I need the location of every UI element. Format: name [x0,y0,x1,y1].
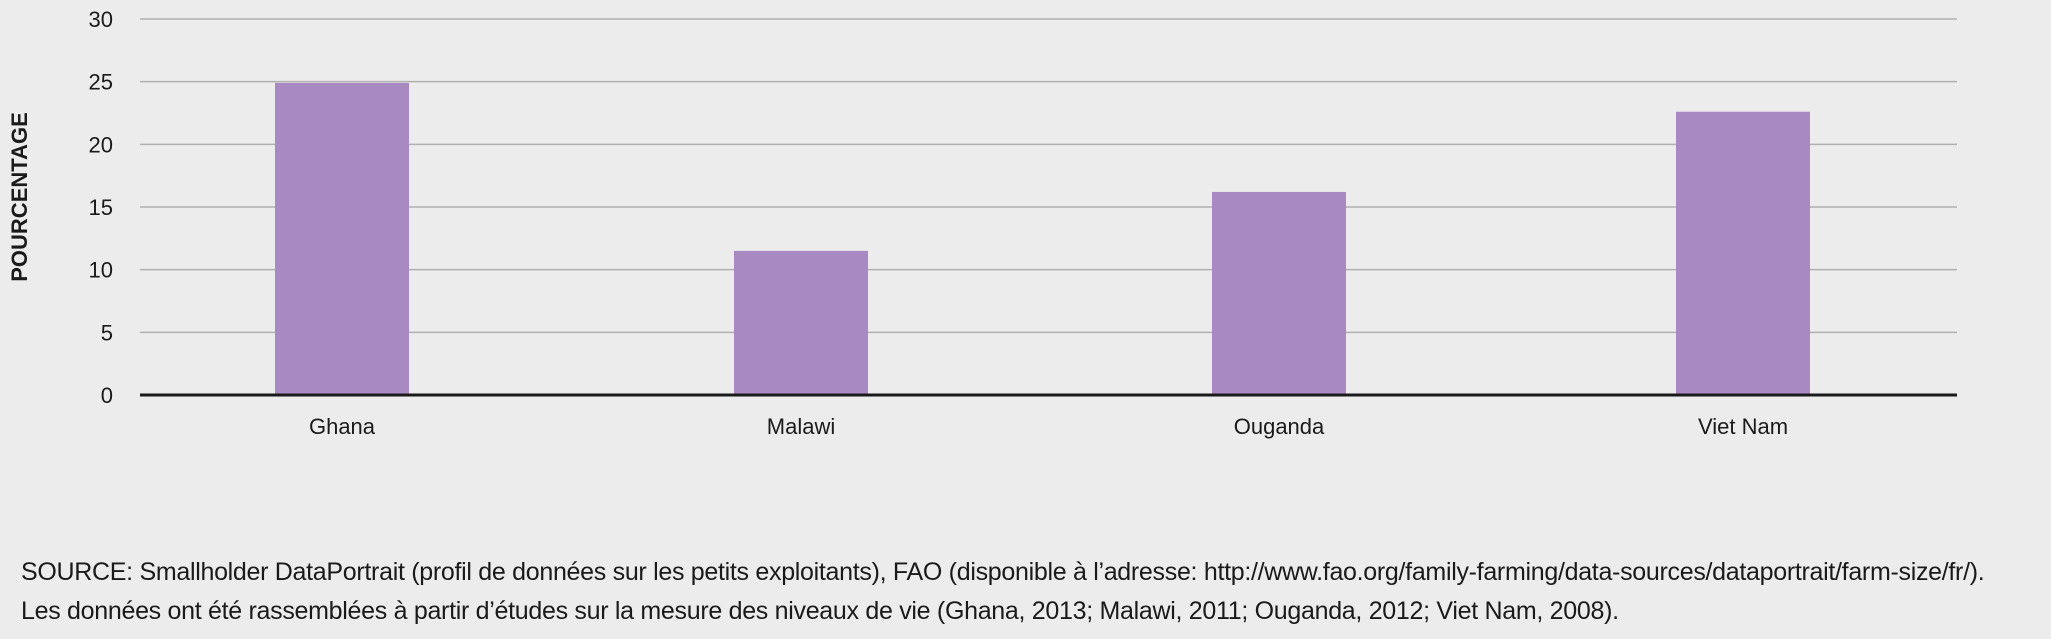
x-tick-label: Ouganda [1234,414,1325,439]
x-tick-label: Malawi [767,414,835,439]
x-tick-label: Ghana [309,414,376,439]
y-tick-label: 0 [101,383,113,408]
y-axis-title: POURCENTAGE [7,112,32,282]
y-tick-label: 5 [101,320,113,345]
y-tick-labels: 0 5 10 15 20 25 30 [89,7,113,408]
bar-ghana [275,82,409,396]
bar-ouganda [1212,191,1346,395]
x-tick-label: Viet Nam [1698,414,1788,439]
y-tick-label: 15 [89,195,113,220]
source-line-2: Les données ont été rassemblées à partir… [21,597,1619,625]
gridlines [140,18,1957,334]
bars [275,82,1810,396]
bar-malawi [734,250,868,395]
source-line-1: SOURCE: Smallholder DataPortrait (profil… [21,558,1985,586]
y-tick-label: 10 [89,258,113,283]
y-tick-label: 30 [89,7,113,32]
y-tick-label: 25 [89,70,113,95]
y-tick-label: 20 [89,132,113,157]
x-tick-labels: Ghana Malawi Ouganda Viet Nam [309,414,1788,439]
bar-viet-nam [1676,111,1810,395]
source-note: SOURCE: Smallholder DataPortrait (profil… [21,553,2041,631]
